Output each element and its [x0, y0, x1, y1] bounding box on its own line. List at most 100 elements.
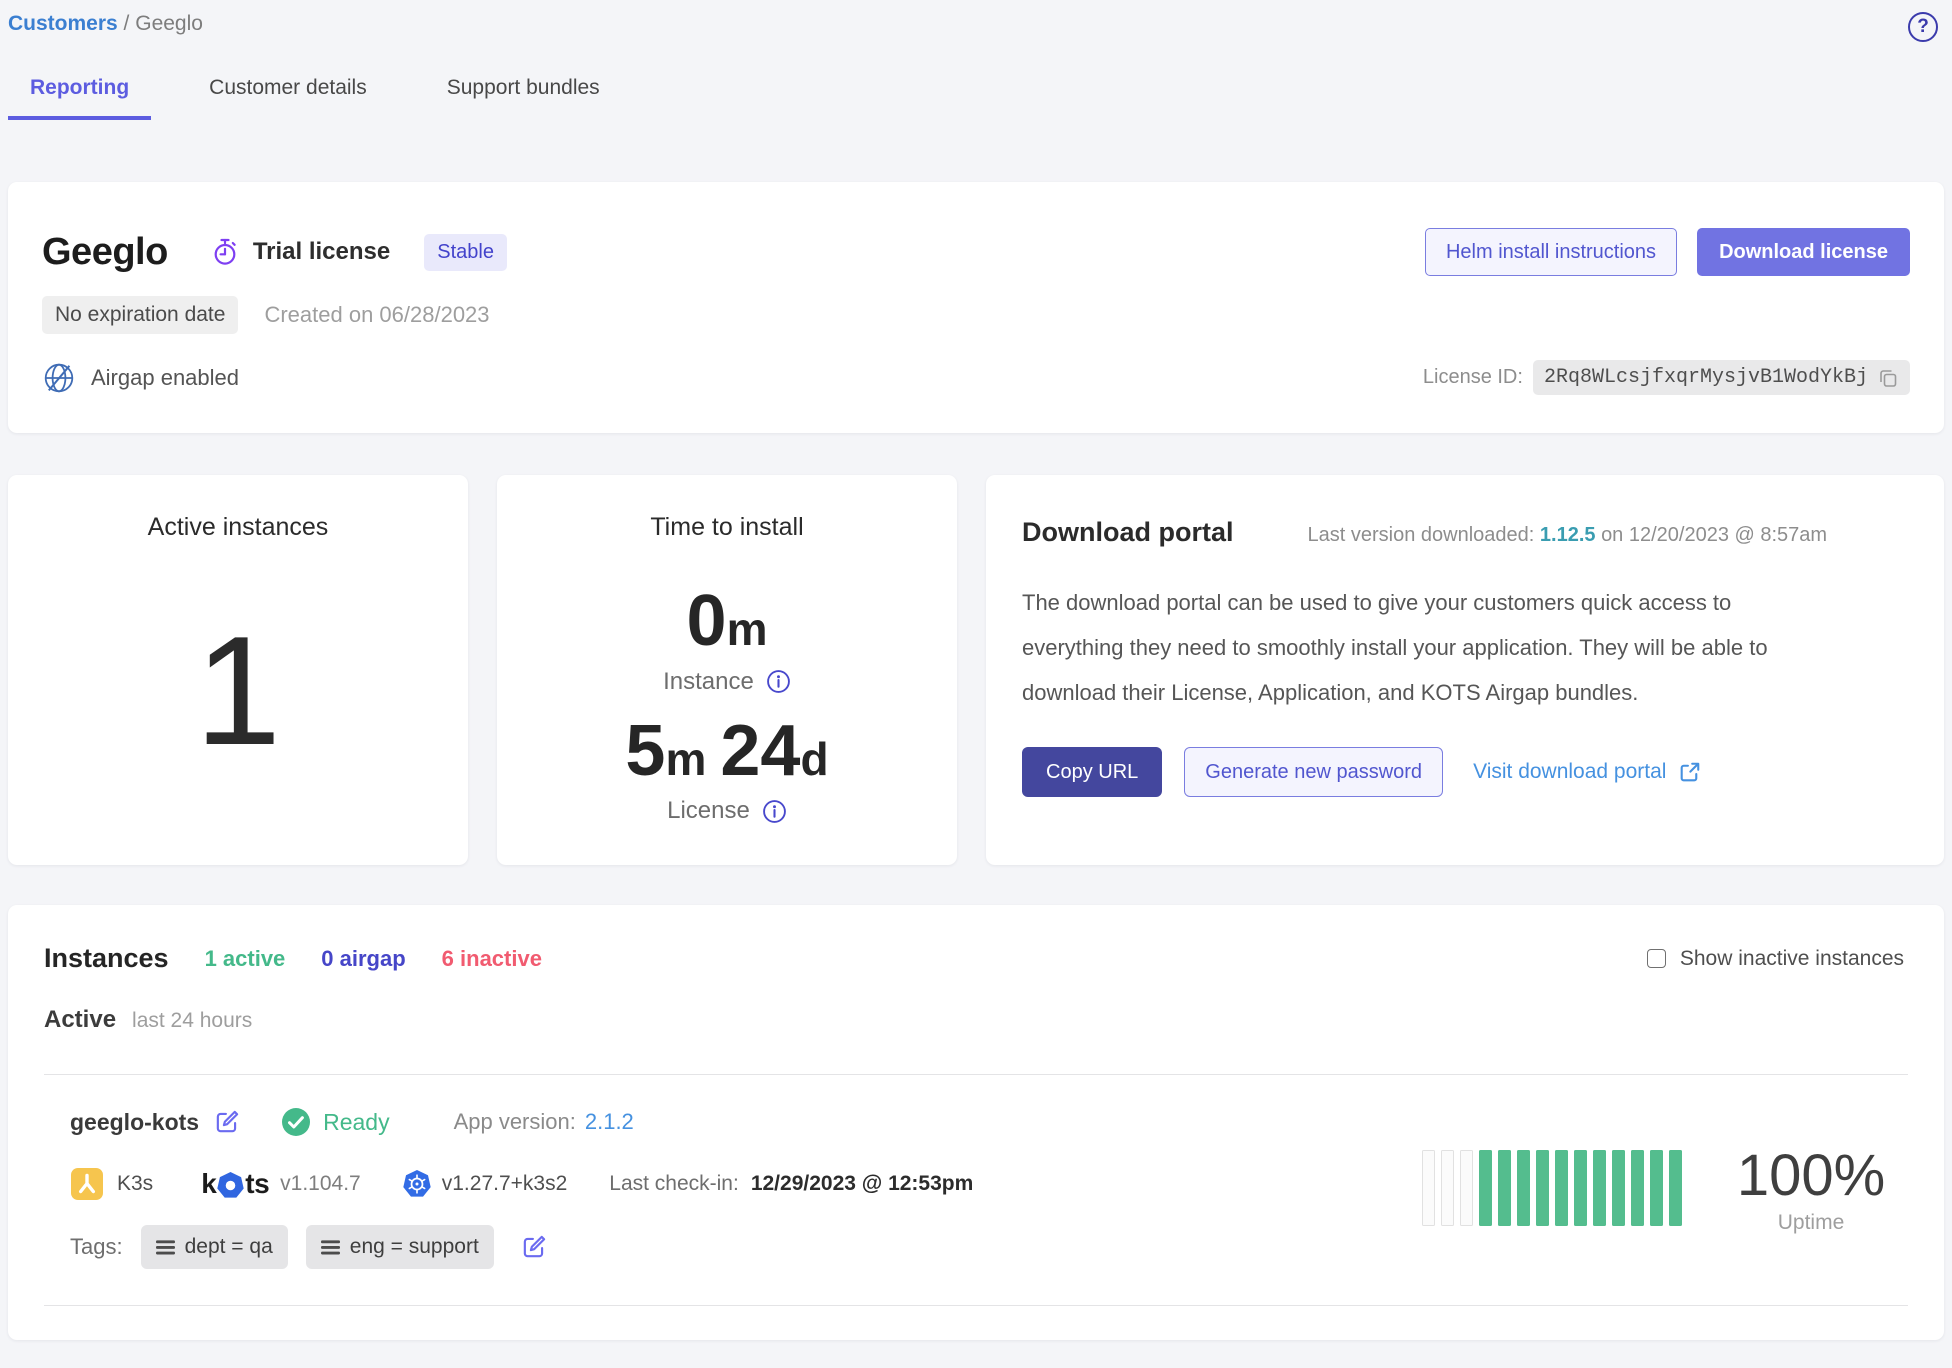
helm-install-instructions-button[interactable]: Helm install instructions: [1424, 228, 1678, 276]
app-name: Geeglo: [42, 230, 168, 273]
active-instances-value: 1: [194, 604, 282, 777]
uptime-bar: [1460, 1150, 1473, 1226]
tag-chip: dept = qa: [140, 1225, 288, 1269]
trial-timer-icon: [210, 237, 240, 267]
license-id-label: License ID:: [1422, 366, 1523, 388]
app-version-link[interactable]: 2.1.2: [584, 1109, 634, 1134]
uptime-percent: 100%: [1736, 1142, 1886, 1208]
divider: [44, 1074, 1908, 1075]
uptime-bar: [1479, 1150, 1492, 1226]
uptime-bar: [1422, 1150, 1435, 1226]
uptime-bar: [1593, 1150, 1606, 1226]
inactive-count: 6 inactive: [441, 945, 542, 971]
instances-title: Instances: [44, 943, 169, 973]
visit-download-portal-label: Visit download portal: [1473, 760, 1667, 783]
ready-check-icon: [281, 1107, 311, 1137]
uptime-bar: [1536, 1150, 1549, 1226]
breadcrumb: Customers / Geeglo: [8, 12, 203, 36]
license-time-unit1: m: [665, 732, 707, 785]
topbar: Customers / Geeglo ?: [8, 0, 1944, 42]
instance-time-unit: m: [726, 603, 768, 655]
license-time-info-icon[interactable]: [762, 799, 787, 824]
kots-logo-ts: ts: [245, 1168, 270, 1199]
last-version-label: Last version downloaded:: [1307, 524, 1535, 546]
uptime-bar: [1612, 1150, 1625, 1226]
help-icon[interactable]: ?: [1908, 12, 1938, 42]
distribution: K3s: [70, 1167, 153, 1201]
tab-bar: Reporting Customer details Support bundl…: [8, 66, 1944, 120]
copy-url-button[interactable]: Copy URL: [1022, 747, 1163, 797]
uptime-bar: [1498, 1150, 1511, 1226]
airgap-label: Airgap enabled: [91, 364, 240, 390]
external-link-icon: [1677, 760, 1702, 785]
kots-logo-k: k: [201, 1168, 217, 1199]
license-time-label-row: License: [517, 797, 937, 825]
generate-new-password-button[interactable]: Generate new password: [1184, 747, 1444, 797]
uptime-bar: [1650, 1150, 1663, 1226]
breadcrumb-current: Geeglo: [135, 12, 203, 35]
instance-name: geeglo-kots: [70, 1108, 200, 1135]
time-to-install-card: Time to install 0m Instance 5m 24d Licens: [497, 475, 957, 865]
airgap-status: Airgap enabled: [42, 361, 239, 395]
license-type-label: Trial license: [252, 238, 391, 265]
show-inactive-checkbox[interactable]: [1646, 949, 1666, 968]
airgap-count: 0 airgap: [321, 945, 406, 971]
airgap-globe-icon: [42, 361, 76, 395]
breadcrumb-customers-link[interactable]: Customers: [8, 12, 118, 35]
license-time-unit2: d: [800, 732, 829, 785]
tag-lines-icon: [320, 1239, 340, 1254]
visit-download-portal-link[interactable]: Visit download portal: [1473, 760, 1702, 785]
active-count: 1 active: [204, 945, 286, 971]
tag-value: dept = qa: [184, 1235, 273, 1258]
uptime-label: Uptime: [1777, 1210, 1845, 1234]
tab-support-bundles[interactable]: Support bundles: [446, 76, 600, 99]
license-id-row: License ID: 2Rq8WLcsjfxqrMysjvB1WodYkBj: [1423, 360, 1910, 395]
time-to-install-title: Time to install: [650, 513, 804, 541]
license-id-value: 2Rq8WLcsjfxqrMysjvB1WodYkBj: [1543, 366, 1868, 389]
instance-install-time: 0m: [517, 583, 937, 660]
last-checkin: Last check-in: 12/29/2023 @ 12:53pm: [609, 1172, 973, 1196]
show-inactive-toggle[interactable]: Show inactive instances: [1646, 947, 1904, 971]
tab-customer-details[interactable]: Customer details: [209, 76, 367, 99]
uptime-bar: [1669, 1150, 1682, 1226]
kubernetes-icon: [403, 1170, 431, 1198]
download-portal-description: The download portal can be used to give …: [1022, 590, 1768, 705]
kots-logo: k ts: [201, 1168, 269, 1200]
uptime-bar: [1631, 1150, 1644, 1226]
instance-time-label: Instance: [663, 667, 754, 695]
uptime-bar: [1517, 1150, 1530, 1226]
channel-badge: Stable: [424, 233, 507, 271]
tag-value: eng = support: [349, 1235, 479, 1258]
download-portal-card: Download portal Last version downloaded:…: [986, 475, 1944, 865]
last-version-downloaded: Last version downloaded: 1.12.5 on 12/20…: [1308, 524, 1828, 547]
kots-version-group: k ts v1.104.7: [201, 1168, 361, 1200]
last-version-link[interactable]: 1.12.5: [1539, 524, 1596, 546]
uptime-bar: [1441, 1150, 1454, 1226]
uptime-bars: [1422, 1150, 1682, 1226]
download-license-button[interactable]: Download license: [1697, 228, 1910, 276]
edit-tags-icon[interactable]: [520, 1233, 548, 1261]
tags-label: Tags:: [70, 1234, 123, 1259]
license-time-label: License: [667, 797, 750, 825]
instances-card: Instances 1 active 0 airgap 6 inactive S…: [8, 905, 1944, 1340]
tag-lines-icon: [155, 1239, 175, 1254]
download-portal-title: Download portal: [1022, 517, 1234, 547]
kubernetes-version: v1.27.7+k3s2: [441, 1172, 568, 1195]
active-section-period: last 24 hours: [132, 1009, 253, 1032]
app-version-label: App version:: [453, 1109, 576, 1134]
stats-row: Active instances 1 Time to install 0m In…: [8, 475, 1944, 865]
uptime-bar: [1555, 1150, 1568, 1226]
instance-time-info-icon[interactable]: [766, 669, 791, 694]
edit-instance-name-icon[interactable]: [213, 1108, 241, 1136]
app-version: App version: 2.1.2: [454, 1109, 634, 1135]
active-section-header: Active: [44, 1006, 117, 1033]
last-version-date: on 12/20/2023 @ 8:57am: [1601, 524, 1828, 546]
uptime-summary: 100% Uptime: [1736, 1142, 1886, 1235]
copy-license-id-icon[interactable]: [1877, 367, 1899, 389]
distribution-label: K3s: [117, 1172, 154, 1195]
uptime-bar: [1574, 1150, 1587, 1226]
tab-reporting[interactable]: Reporting: [8, 66, 152, 120]
expiration-badge: No expiration date: [42, 296, 239, 334]
kubernetes-version-group: v1.27.7+k3s2: [403, 1170, 568, 1198]
